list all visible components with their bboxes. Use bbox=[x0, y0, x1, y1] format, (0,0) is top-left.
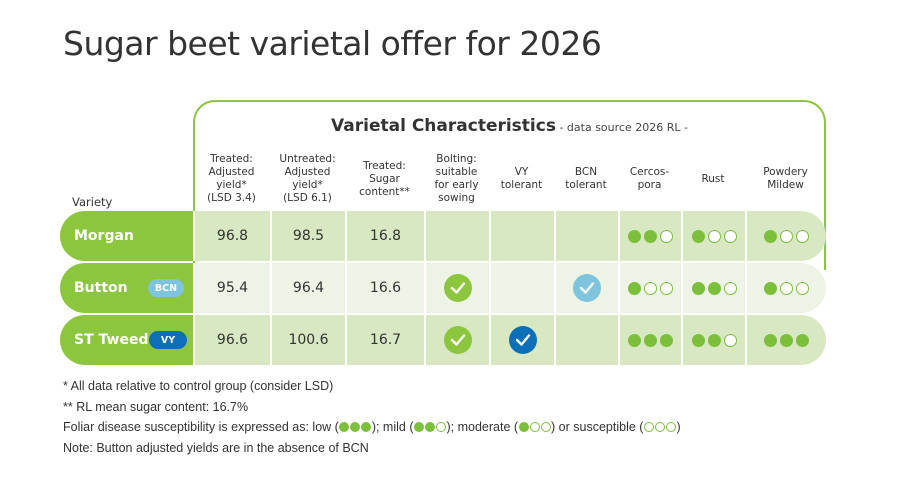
legend-dot-icon bbox=[435, 422, 446, 432]
cell-rust bbox=[681, 315, 745, 365]
rating-dots-icon bbox=[628, 333, 673, 347]
column-header-treated-yield: Treated: Adjusted yield* (LSD 3.4) bbox=[207, 153, 256, 204]
rating-dots-icon bbox=[628, 281, 673, 295]
rating-dots-icon bbox=[691, 281, 737, 295]
legend-dot-icon bbox=[518, 422, 529, 432]
variety-name: Morgan bbox=[60, 211, 193, 261]
rating-dots-icon bbox=[764, 281, 809, 295]
legend-dot-icon bbox=[413, 422, 424, 432]
table-row-st-tweed: ST Tweed VY 96.6 100.6 16.7 bbox=[60, 315, 826, 365]
check-icon bbox=[443, 326, 472, 354]
check-icon bbox=[508, 326, 537, 354]
check-icon bbox=[443, 274, 472, 302]
footnotes: * All data relative to control group (co… bbox=[63, 376, 681, 458]
panel-heading: Varietal Characteristics - data source 2… bbox=[193, 116, 826, 136]
panel-heading-title: Varietal Characteristics bbox=[331, 116, 556, 136]
cell-sugar: 16.7 bbox=[345, 315, 424, 365]
cell-vy bbox=[489, 263, 554, 313]
column-header-untreated-yield: Untreated: Adjusted yield* (LSD 6.1) bbox=[279, 153, 336, 204]
footnote-disease-legend: Foliar disease susceptibility is express… bbox=[63, 420, 681, 434]
legend-dot-icon bbox=[529, 422, 540, 432]
cell-untreated-yield: 96.4 bbox=[270, 263, 345, 313]
variety-name: Button bbox=[60, 263, 193, 313]
column-header-cercospora: Cercos-pora bbox=[629, 166, 670, 191]
legend-dot-icon bbox=[654, 422, 665, 432]
characteristics-panel bbox=[193, 100, 826, 270]
variety-column-header: Variety bbox=[72, 195, 113, 209]
cell-bcn bbox=[554, 211, 618, 261]
footnote-lsd: * All data relative to control group (co… bbox=[63, 379, 334, 393]
legend-dot-icon bbox=[665, 422, 676, 432]
column-header-powdery: Powdery Mildew bbox=[763, 166, 808, 191]
column-header-rust: Rust bbox=[701, 172, 725, 185]
rating-dots-icon bbox=[628, 229, 673, 243]
legend-dot-icon bbox=[424, 422, 435, 432]
legend-dot-icon bbox=[350, 422, 361, 432]
column-header-bolting: Bolting: suitable for early sowing bbox=[434, 153, 479, 204]
cell-cercospora bbox=[618, 263, 681, 313]
cell-untreated-yield: 98.5 bbox=[270, 211, 345, 261]
rating-dots-icon bbox=[764, 229, 809, 243]
rating-dots-icon bbox=[764, 333, 809, 347]
cell-bcn bbox=[554, 263, 618, 313]
table-row-morgan: Morgan 96.8 98.5 16.8 bbox=[60, 211, 826, 261]
rating-dots-icon bbox=[691, 333, 737, 347]
cell-rust bbox=[681, 211, 745, 261]
legend-dot-icon bbox=[361, 422, 372, 432]
cell-powdery bbox=[745, 211, 826, 261]
cell-cercospora bbox=[618, 315, 681, 365]
variety-name: ST Tweed bbox=[60, 315, 193, 365]
cell-treated-yield: 95.4 bbox=[193, 263, 270, 313]
cell-treated-yield: 96.8 bbox=[193, 211, 270, 261]
column-header-vy: VY tolerant bbox=[500, 166, 543, 191]
column-header-bcn: BCN tolerant bbox=[565, 166, 607, 191]
cell-bcn bbox=[554, 315, 618, 365]
bcn-badge: BCN bbox=[148, 279, 184, 297]
legend-dot-icon bbox=[540, 422, 551, 432]
cell-cercospora bbox=[618, 211, 681, 261]
cell-powdery bbox=[745, 315, 826, 365]
cell-bolting bbox=[424, 263, 489, 313]
cell-rust bbox=[681, 263, 745, 313]
footnote-button-note: Note: Button adjusted yields are in the … bbox=[63, 440, 369, 455]
cell-bolting bbox=[424, 315, 489, 365]
rating-dots-icon bbox=[691, 229, 737, 243]
column-header-sugar: Treated: Sugar content** bbox=[359, 159, 410, 198]
legend-dot-icon bbox=[643, 422, 654, 432]
cell-vy bbox=[489, 315, 554, 365]
check-icon bbox=[573, 274, 601, 302]
page-title: Sugar beet varietal offer for 2026 bbox=[63, 24, 602, 63]
footnote-sugar-mean: ** RL mean sugar content: 16.7% bbox=[63, 399, 249, 414]
cell-sugar: 16.8 bbox=[345, 211, 424, 261]
cell-vy bbox=[489, 211, 554, 261]
cell-untreated-yield: 100.6 bbox=[270, 315, 345, 365]
cell-sugar: 16.6 bbox=[345, 263, 424, 313]
table-row-button: Button BCN 95.4 96.4 16.6 bbox=[60, 263, 826, 313]
vy-badge: VY bbox=[149, 331, 187, 349]
legend-dot-icon bbox=[339, 422, 350, 432]
cell-powdery bbox=[745, 263, 826, 313]
cell-treated-yield: 96.6 bbox=[193, 315, 270, 365]
panel-heading-source: - data source 2026 RL - bbox=[555, 121, 688, 134]
cell-bolting bbox=[424, 211, 489, 261]
